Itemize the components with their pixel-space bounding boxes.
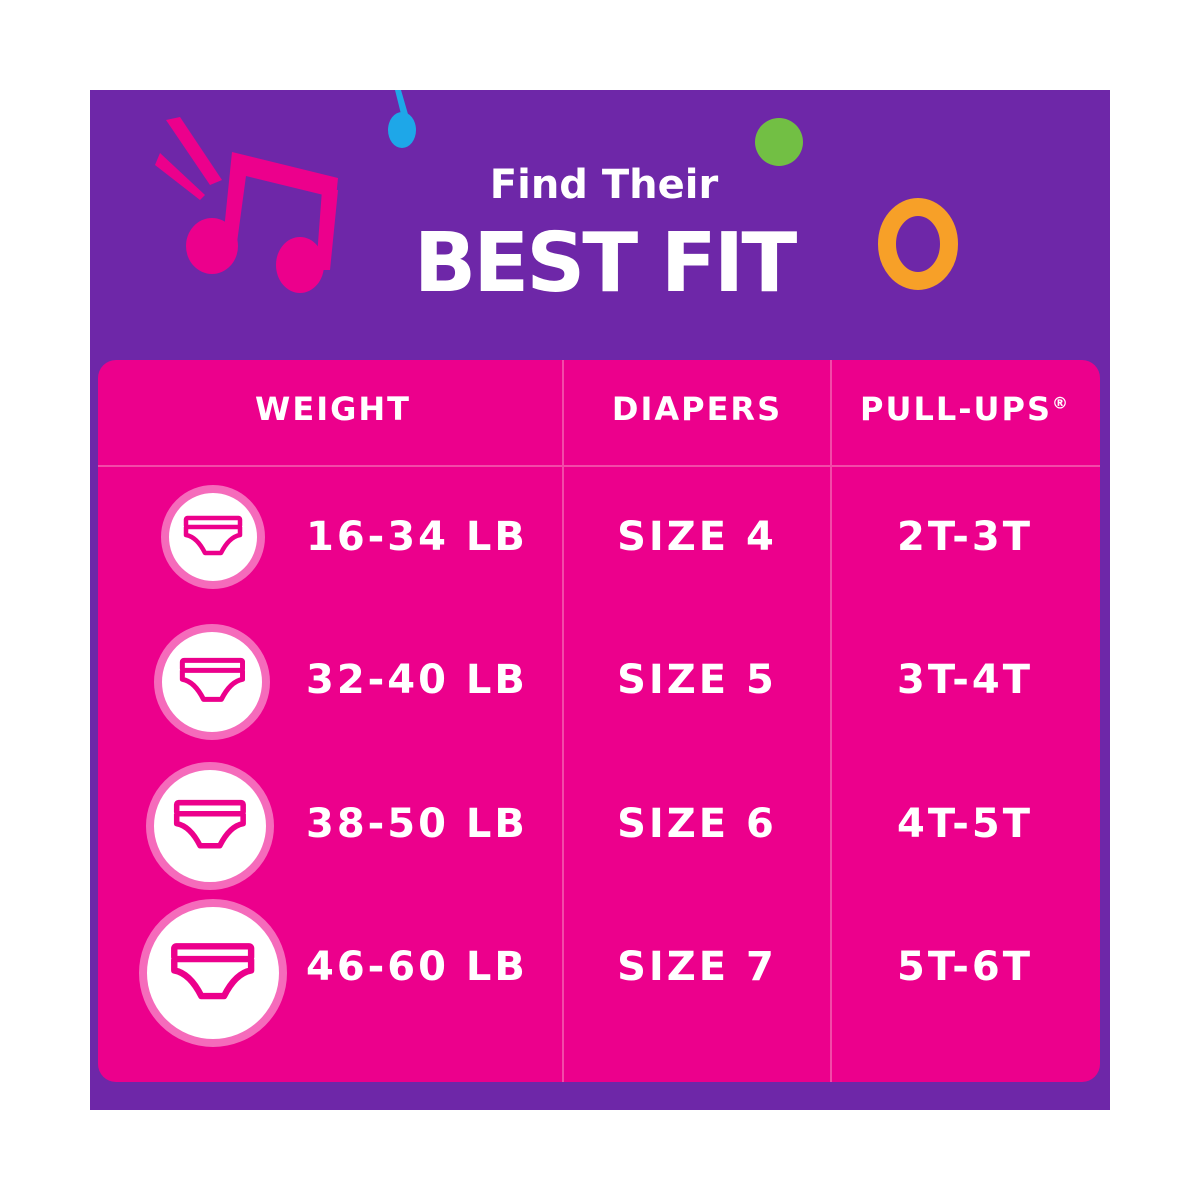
music-note-icon [388, 90, 416, 148]
pullups-cell: 3T-4T [897, 657, 1033, 703]
weight-cell: 32-40 LB [306, 657, 528, 703]
diapers-cell: SIZE 4 [617, 514, 777, 560]
diapers-cell: SIZE 6 [617, 801, 777, 847]
weight-cell: 46-60 LB [306, 944, 528, 990]
column-header-weight: WEIGHT [255, 390, 411, 428]
diaper-icon [154, 624, 270, 740]
music-note-icon [155, 117, 338, 293]
decorations [155, 90, 958, 293]
column-divider [562, 360, 564, 1082]
orange-ring [878, 198, 958, 290]
diapers-cell: SIZE 7 [617, 944, 777, 990]
diapers-cell: SIZE 5 [617, 657, 777, 703]
diaper-icon [139, 899, 287, 1047]
title-line-1: Find Their [489, 162, 719, 208]
pullups-cell: 4T-5T [897, 801, 1033, 847]
column-header-diapers: DIAPERS [611, 390, 783, 428]
weight-cell: 38-50 LB [306, 801, 528, 847]
column-header-pullups: PULL-UPS® [860, 390, 1070, 428]
pullups-cell: 5T-6T [897, 944, 1033, 990]
column-divider [830, 360, 832, 1082]
diaper-icon [161, 485, 265, 589]
header-divider [98, 465, 1100, 467]
diaper-icon [146, 762, 274, 890]
weight-cell: 16-34 LB [306, 514, 528, 560]
title-line-2: BEST FIT [413, 216, 798, 311]
size-table: WEIGHT DIAPERS PULL-UPS® 16-34 LB SIZE 4 2… [98, 360, 1100, 1082]
green-dot [755, 118, 803, 166]
pullups-cell: 2T-3T [897, 514, 1033, 560]
